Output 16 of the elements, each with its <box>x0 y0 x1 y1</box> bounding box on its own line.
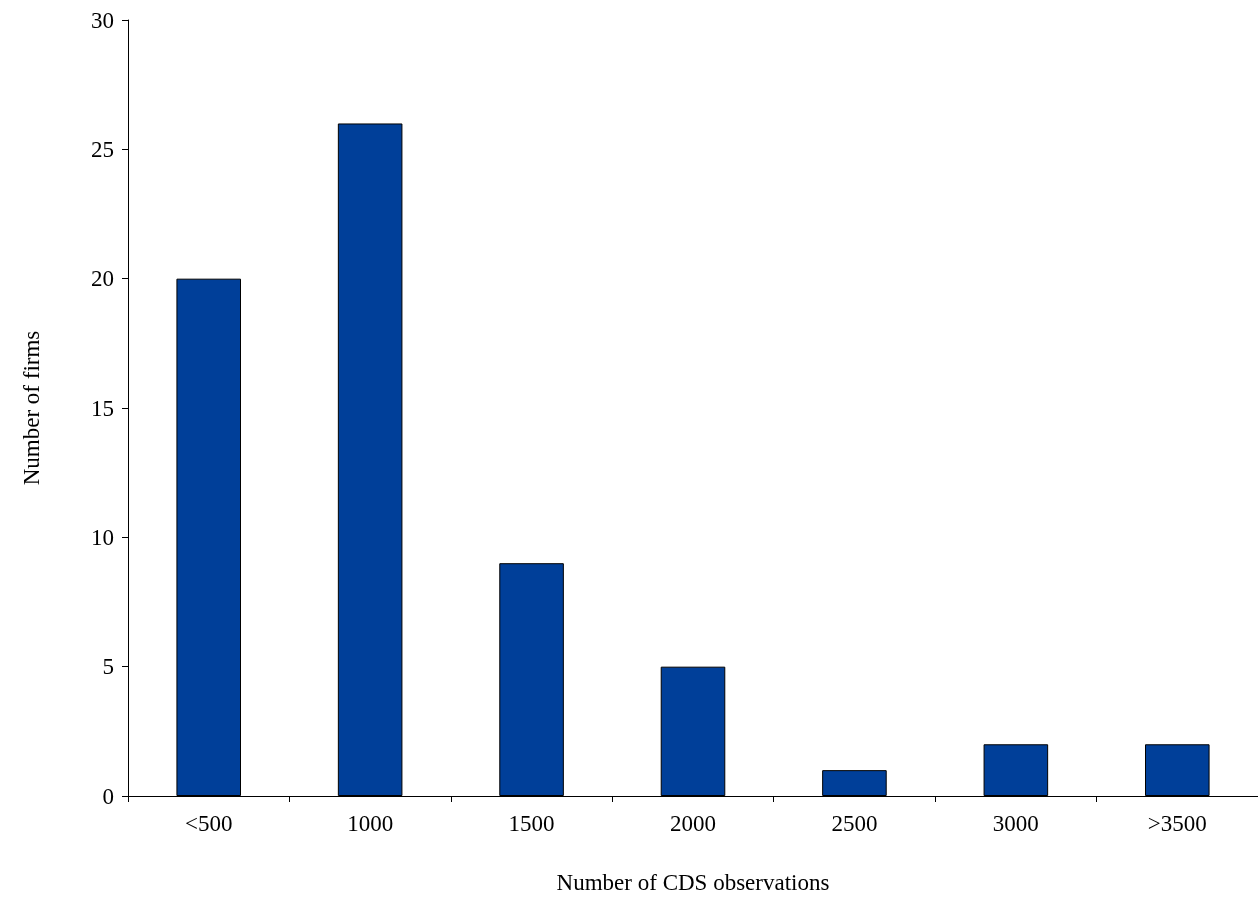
y-tick-label: 0 <box>102 783 114 809</box>
y-tick-label: 5 <box>102 654 114 680</box>
y-tick-label: 10 <box>91 524 114 550</box>
x-tick-label: 1500 <box>508 811 555 836</box>
x-tick-label: >3500 <box>1147 811 1207 836</box>
y-tick-label: 30 <box>91 7 114 33</box>
y-tick-label: 25 <box>91 136 114 162</box>
y-axis-title: Number of firms <box>19 330 44 486</box>
x-tick-label: 3000 <box>992 811 1039 836</box>
y-tick-label: 15 <box>91 395 114 421</box>
y-tick-label: 20 <box>91 266 114 292</box>
x-tick-label: 2000 <box>670 811 716 836</box>
x-tick-label: <500 <box>184 811 233 836</box>
x-tick-label: 1000 <box>347 811 394 836</box>
x-tick-label: 2500 <box>831 811 878 836</box>
x-axis-title: Number of CDS observations <box>556 870 830 895</box>
